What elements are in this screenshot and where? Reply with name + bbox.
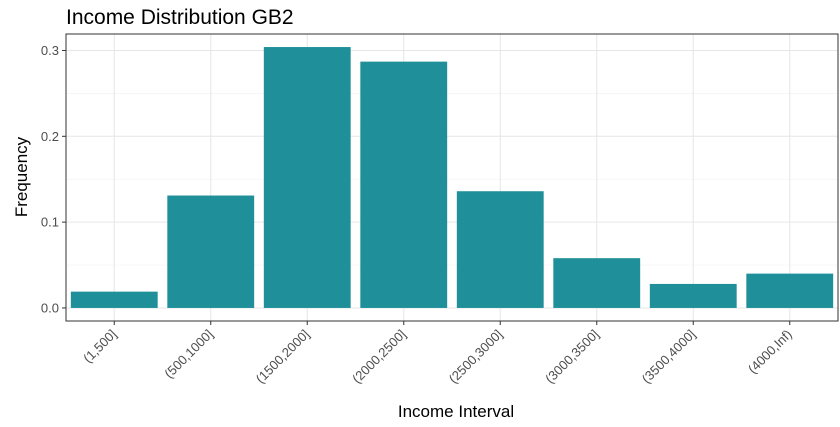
bar — [553, 258, 641, 308]
x-tick-label: (2500,3000] — [446, 327, 506, 387]
bar — [746, 273, 834, 308]
bars — [70, 47, 834, 308]
y-tick-label: 0.1 — [41, 215, 59, 230]
x-tick-label: (4000,Inf) — [745, 327, 795, 377]
x-tick-label: (1,500] — [80, 327, 119, 366]
panel-border — [65, 33, 839, 322]
bar — [456, 191, 544, 308]
x-axis: (1,500] (500,1000] (1500,2000] (2000,2500] (… — [80, 321, 795, 386]
x-axis-title: Income Interval — [398, 402, 514, 421]
y-tick-label: 0.3 — [41, 43, 59, 58]
x-tick-label: (2000,2500] — [349, 327, 409, 387]
chart-title: Income Distribution GB2 — [66, 6, 294, 29]
x-tick-label: (3000,3500] — [542, 327, 602, 387]
bar — [70, 291, 158, 308]
x-tick-label: (3500,4000] — [639, 327, 699, 387]
y-tick-label: 0.0 — [41, 300, 59, 315]
bar — [167, 195, 255, 308]
x-tick-label: (500,1000] — [161, 327, 216, 382]
bar — [649, 283, 737, 308]
bar — [263, 47, 351, 308]
y-axis: 0.0 0.1 0.2 0.3 — [41, 43, 66, 315]
x-tick-label: (1500,2000] — [253, 327, 313, 387]
y-tick-label: 0.2 — [41, 129, 59, 144]
bar — [360, 61, 448, 308]
y-axis-title: Frequency — [12, 136, 31, 217]
